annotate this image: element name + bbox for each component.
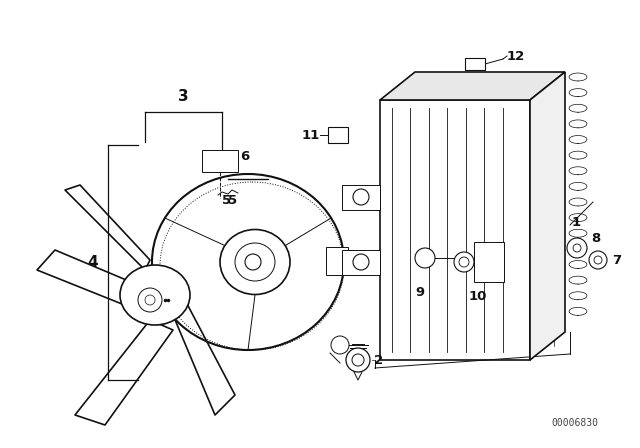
Polygon shape bbox=[342, 250, 380, 275]
Text: 6: 6 bbox=[228, 151, 237, 164]
Circle shape bbox=[353, 254, 369, 270]
Circle shape bbox=[589, 251, 607, 269]
Polygon shape bbox=[65, 185, 150, 270]
Circle shape bbox=[454, 252, 474, 272]
Polygon shape bbox=[380, 100, 530, 360]
Text: 00006830: 00006830 bbox=[551, 418, 598, 428]
Ellipse shape bbox=[120, 265, 190, 325]
Text: 12: 12 bbox=[507, 49, 525, 63]
Circle shape bbox=[346, 348, 370, 372]
Bar bbox=[326, 247, 348, 275]
Circle shape bbox=[567, 238, 587, 258]
Text: 2: 2 bbox=[374, 353, 383, 366]
Text: 5: 5 bbox=[222, 194, 231, 207]
Bar bbox=[465, 58, 485, 70]
Text: 3: 3 bbox=[178, 89, 188, 104]
Polygon shape bbox=[530, 72, 565, 360]
Polygon shape bbox=[380, 72, 565, 100]
Text: 10: 10 bbox=[469, 290, 488, 303]
Text: 6: 6 bbox=[240, 150, 249, 163]
Circle shape bbox=[415, 248, 435, 268]
Text: 8: 8 bbox=[591, 232, 600, 245]
Circle shape bbox=[331, 336, 349, 354]
Polygon shape bbox=[342, 185, 380, 210]
Text: 7: 7 bbox=[612, 254, 621, 267]
Ellipse shape bbox=[220, 229, 290, 294]
Text: 4: 4 bbox=[88, 254, 98, 270]
Circle shape bbox=[138, 288, 162, 312]
Bar bbox=[328, 127, 348, 143]
Text: 11: 11 bbox=[301, 129, 320, 142]
Ellipse shape bbox=[235, 243, 275, 281]
Polygon shape bbox=[75, 320, 173, 425]
Bar bbox=[474, 242, 504, 282]
Text: 1: 1 bbox=[572, 215, 581, 228]
Polygon shape bbox=[37, 250, 150, 310]
Bar bbox=[202, 150, 238, 172]
Circle shape bbox=[353, 189, 369, 205]
Text: 9: 9 bbox=[415, 286, 424, 299]
Text: 5: 5 bbox=[228, 194, 237, 207]
Polygon shape bbox=[173, 300, 235, 415]
